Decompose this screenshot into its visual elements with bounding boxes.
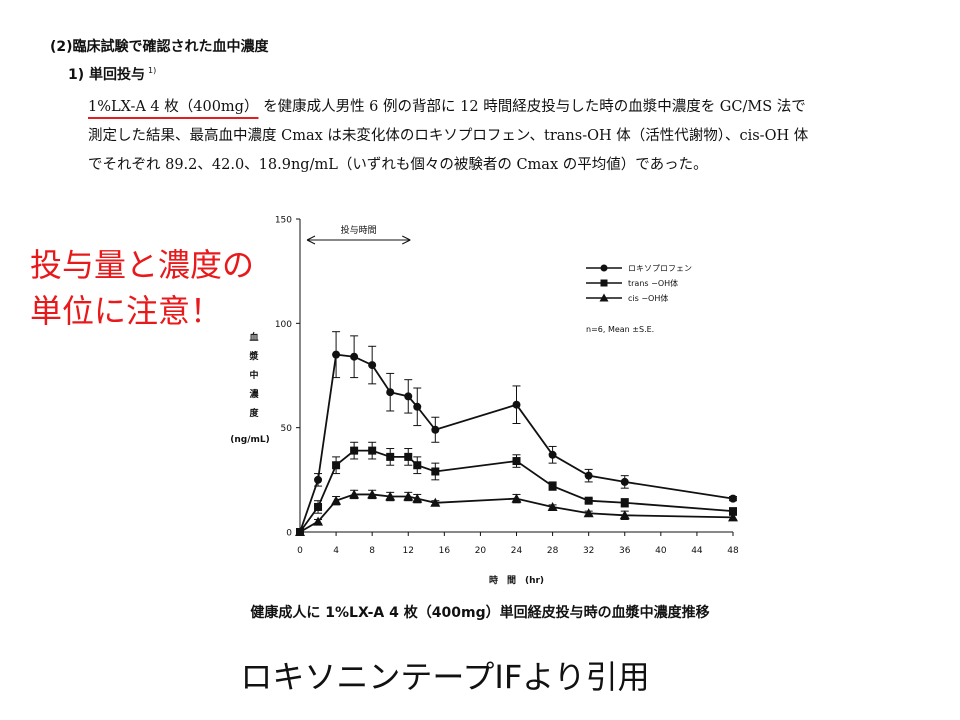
y-axis-label-unit: (ng/mL) bbox=[230, 435, 269, 445]
y-axis-label-char: 濃 bbox=[249, 388, 259, 400]
x-tick-label: 20 bbox=[475, 546, 487, 556]
data-point-triangle bbox=[349, 489, 360, 499]
data-point-circle bbox=[404, 392, 413, 401]
x-tick-label: 4 bbox=[333, 546, 339, 556]
dose-highlight: 1%LX-A 4 枚（400mg） bbox=[88, 99, 259, 115]
data-point-square bbox=[584, 496, 593, 505]
data-point-triangle bbox=[583, 508, 594, 518]
legend-marker-circle bbox=[600, 264, 608, 272]
x-tick-label: 0 bbox=[297, 546, 303, 556]
x-tick-label: 36 bbox=[619, 546, 631, 556]
data-point-square bbox=[386, 452, 395, 461]
data-point-square bbox=[413, 461, 422, 470]
annotation-line-1: 投与量と濃度の bbox=[30, 246, 255, 284]
y-axis-label-char: 漿 bbox=[248, 350, 259, 362]
data-point-square bbox=[512, 457, 521, 466]
x-tick-label: 44 bbox=[691, 546, 703, 556]
data-point-square bbox=[404, 452, 413, 461]
data-point-triangle bbox=[511, 493, 522, 503]
data-point-circle bbox=[584, 471, 593, 480]
data-point-circle bbox=[548, 450, 557, 459]
legend-label: cis −OH体 bbox=[628, 293, 668, 303]
x-tick-label: 8 bbox=[369, 546, 375, 556]
data-point-circle bbox=[314, 475, 323, 484]
reference-marker: 1) bbox=[148, 66, 157, 76]
data-point-square bbox=[368, 446, 377, 455]
y-axis-label-char: 中 bbox=[249, 369, 258, 381]
x-tick-label: 48 bbox=[727, 546, 739, 556]
y-axis-label-char: 血 bbox=[249, 331, 258, 343]
data-point-square bbox=[620, 498, 629, 507]
x-tick-label: 28 bbox=[547, 546, 559, 556]
data-point-circle bbox=[350, 352, 359, 361]
x-tick-label: 40 bbox=[655, 546, 667, 556]
legend-marker-triangle bbox=[599, 293, 609, 302]
subsection-heading: 1) 単回投与 1) bbox=[68, 64, 156, 84]
data-point-circle bbox=[386, 388, 395, 397]
data-point-square bbox=[350, 446, 359, 455]
section-title: (2)臨床試験で確認された血中濃度 bbox=[50, 39, 269, 55]
data-point-square bbox=[332, 461, 341, 470]
data-point-square bbox=[729, 507, 737, 516]
legend-label: ロキソプロフェン bbox=[628, 264, 692, 273]
legend-label: trans −OH体 bbox=[628, 278, 678, 288]
series-line-3 bbox=[299, 493, 734, 533]
y-tick-label: 0 bbox=[286, 529, 292, 539]
data-point-triangle bbox=[331, 495, 342, 505]
data-point-triangle bbox=[385, 491, 396, 501]
paragraph-line-1: 1%LX-A 4 枚（400mg） を健康成人男性 6 例の背部に 12 時間経… bbox=[88, 93, 918, 122]
dosing-arrow-head-left bbox=[306, 235, 316, 245]
data-point-circle bbox=[729, 494, 737, 503]
data-point-triangle bbox=[547, 501, 558, 511]
x-tick-label: 16 bbox=[439, 546, 451, 556]
data-point-square bbox=[431, 467, 440, 476]
paragraph-line-2: 測定した結果、最高血中濃度 Cmax は未変化体のロキソプロフェン、trans-… bbox=[88, 128, 809, 144]
description-paragraph: 1%LX-A 4 枚（400mg） を健康成人男性 6 例の背部に 12 時間経… bbox=[88, 93, 918, 180]
x-tick-label: 12 bbox=[403, 546, 414, 556]
data-point-circle bbox=[512, 400, 521, 409]
annotation-line-2: 単位に注意！ bbox=[30, 292, 223, 330]
chart-note: n=6, Mean ±S.E. bbox=[586, 325, 654, 334]
data-point-triangle bbox=[295, 527, 305, 536]
data-point-circle bbox=[368, 361, 377, 370]
data-point-triangle bbox=[313, 516, 324, 526]
chart-caption: 健康成人に 1%LX-A 4 枚（400mg）単回経皮投与時の血漿中濃度推移 bbox=[250, 605, 710, 621]
subsection-label: 1) 単回投与 bbox=[68, 67, 146, 83]
data-point-triangle bbox=[728, 512, 738, 522]
data-point-circle bbox=[332, 350, 341, 359]
x-axis-label: 時 間 (hr) bbox=[489, 574, 544, 586]
data-point-triangle bbox=[367, 489, 378, 499]
dosing-arrow-head-right bbox=[402, 235, 411, 245]
x-tick-label: 32 bbox=[583, 546, 594, 556]
data-point-triangle bbox=[403, 491, 414, 501]
red-annotation: 投与量と濃度の 単位に注意！ bbox=[30, 242, 254, 334]
data-point-triangle bbox=[430, 497, 441, 507]
data-point-square bbox=[548, 482, 557, 491]
citation-text: ロキソニンテープIFより引用 bbox=[240, 658, 650, 696]
data-point-circle bbox=[413, 402, 422, 411]
data-point-square bbox=[314, 502, 323, 511]
data-point-circle bbox=[620, 477, 629, 486]
y-tick-label: 50 bbox=[281, 424, 293, 434]
y-tick-label: 150 bbox=[275, 216, 292, 226]
data-point-triangle bbox=[619, 510, 630, 520]
dosing-period-label: 投与時間 bbox=[341, 224, 377, 236]
paragraph-line-3: でそれぞれ 89.2、42.0、18.9ng/mL（いずれも個々の被験者の Cm… bbox=[88, 157, 708, 173]
y-tick-label: 100 bbox=[275, 320, 292, 330]
legend-marker-square bbox=[600, 279, 608, 287]
x-tick-label: 24 bbox=[511, 546, 523, 556]
data-point-triangle bbox=[412, 493, 423, 503]
paragraph-line-1-rest: を健康成人男性 6 例の背部に 12 時間経皮投与した時の血漿中濃度を GC/M… bbox=[263, 99, 806, 115]
y-axis-label-char: 度 bbox=[249, 407, 259, 419]
data-point-circle bbox=[431, 425, 440, 434]
